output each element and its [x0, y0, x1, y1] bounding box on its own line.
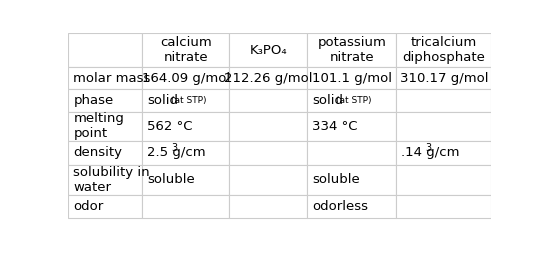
Bar: [143, 33, 229, 67]
Text: 2.5 g/cm: 2.5 g/cm: [147, 146, 206, 159]
Bar: [143, 89, 229, 112]
Bar: [396, 141, 491, 165]
Bar: [143, 195, 229, 218]
Bar: [143, 67, 229, 89]
Text: phase: phase: [73, 94, 114, 107]
Bar: [68, 67, 143, 89]
Bar: [68, 165, 143, 195]
Text: solid: solid: [312, 94, 343, 107]
Bar: [396, 33, 491, 67]
Bar: [307, 89, 396, 112]
Text: .14 g/cm: .14 g/cm: [401, 146, 460, 159]
Bar: [396, 67, 491, 89]
Text: (at STP): (at STP): [171, 96, 206, 105]
Text: tricalcium
diphosphate: tricalcium diphosphate: [402, 36, 485, 64]
Text: soluble: soluble: [312, 173, 360, 186]
Text: K₃PO₄: K₃PO₄: [250, 44, 287, 57]
Text: 3: 3: [426, 143, 432, 153]
Bar: [396, 195, 491, 218]
Bar: [229, 141, 307, 165]
Text: solid: solid: [147, 94, 179, 107]
Text: melting
point: melting point: [73, 112, 124, 140]
Text: density: density: [73, 146, 122, 159]
Bar: [396, 165, 491, 195]
Text: molar mass: molar mass: [73, 71, 151, 85]
Bar: [229, 195, 307, 218]
Bar: [229, 33, 307, 67]
Bar: [307, 33, 396, 67]
Bar: [307, 165, 396, 195]
Bar: [143, 112, 229, 141]
Bar: [68, 89, 143, 112]
Text: soluble: soluble: [147, 173, 195, 186]
Bar: [68, 33, 143, 67]
Text: 562 °C: 562 °C: [147, 120, 193, 133]
Text: solubility in
water: solubility in water: [73, 165, 150, 194]
Bar: [229, 165, 307, 195]
Bar: [143, 141, 229, 165]
Bar: [229, 89, 307, 112]
Bar: [143, 165, 229, 195]
Bar: [307, 195, 396, 218]
Bar: [68, 141, 143, 165]
Bar: [307, 112, 396, 141]
Text: (at STP): (at STP): [336, 96, 371, 105]
Bar: [229, 67, 307, 89]
Text: odor: odor: [73, 200, 104, 213]
Text: 334 °C: 334 °C: [312, 120, 358, 133]
Text: potassium
nitrate: potassium nitrate: [317, 36, 386, 64]
Bar: [396, 89, 491, 112]
Text: 310.17 g/mol: 310.17 g/mol: [400, 71, 488, 85]
Text: 3: 3: [172, 143, 178, 153]
Bar: [68, 195, 143, 218]
Text: odorless: odorless: [312, 200, 369, 213]
Text: 164.09 g/mol: 164.09 g/mol: [141, 71, 230, 85]
Text: 212.26 g/mol: 212.26 g/mol: [224, 71, 312, 85]
Bar: [307, 67, 396, 89]
Bar: [229, 112, 307, 141]
Bar: [307, 141, 396, 165]
Text: calcium
nitrate: calcium nitrate: [160, 36, 211, 64]
Bar: [396, 112, 491, 141]
Text: 101.1 g/mol: 101.1 g/mol: [312, 71, 392, 85]
Bar: [68, 112, 143, 141]
